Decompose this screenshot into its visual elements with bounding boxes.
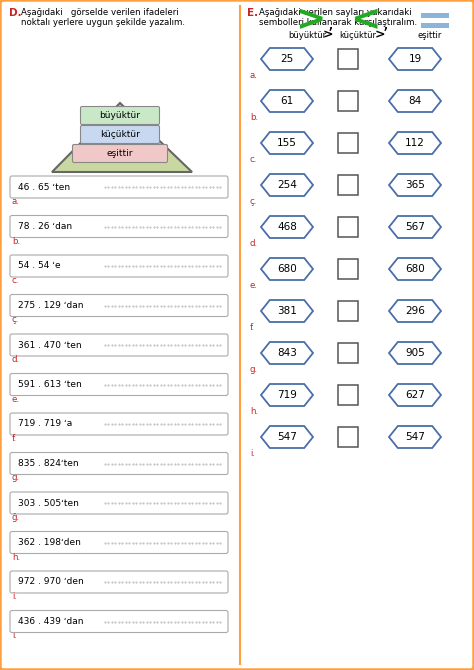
Polygon shape [389, 384, 441, 406]
Polygon shape [389, 132, 441, 154]
FancyBboxPatch shape [421, 13, 449, 17]
Text: i.: i. [12, 592, 17, 601]
Polygon shape [261, 90, 313, 112]
FancyBboxPatch shape [10, 413, 228, 435]
Text: 468: 468 [277, 222, 297, 232]
Text: f.: f. [250, 323, 255, 332]
Text: d.: d. [250, 239, 258, 248]
FancyBboxPatch shape [81, 125, 159, 143]
Text: 972 . 970 ʻden: 972 . 970 ʻden [18, 578, 84, 586]
Text: 296: 296 [405, 306, 425, 316]
Polygon shape [389, 426, 441, 448]
FancyBboxPatch shape [338, 427, 358, 447]
FancyBboxPatch shape [10, 610, 228, 632]
Polygon shape [52, 103, 192, 172]
Text: a.: a. [12, 197, 20, 206]
Text: 835 . 824ʻten: 835 . 824ʻten [18, 459, 79, 468]
Text: 381: 381 [277, 306, 297, 316]
Text: 54 . 54 ʻe: 54 . 54 ʻe [18, 261, 61, 271]
Text: g.: g. [12, 474, 20, 482]
Polygon shape [389, 174, 441, 196]
Text: 627: 627 [405, 390, 425, 400]
FancyBboxPatch shape [10, 334, 228, 356]
Text: ,: , [327, 15, 333, 33]
FancyBboxPatch shape [338, 91, 358, 111]
FancyBboxPatch shape [10, 531, 228, 553]
Text: 365: 365 [405, 180, 425, 190]
Text: 155: 155 [277, 138, 297, 148]
FancyBboxPatch shape [81, 107, 159, 125]
Text: g.: g. [250, 365, 258, 374]
Polygon shape [261, 300, 313, 322]
Text: i.: i. [250, 449, 255, 458]
FancyBboxPatch shape [338, 259, 358, 279]
Text: 591 . 613 ʻten: 591 . 613 ʻten [18, 380, 82, 389]
Text: 254: 254 [277, 180, 297, 190]
Text: 436 . 439 ʻdan: 436 . 439 ʻdan [18, 617, 83, 626]
Polygon shape [261, 174, 313, 196]
FancyBboxPatch shape [338, 49, 358, 69]
Text: 19: 19 [409, 54, 422, 64]
Text: h.: h. [12, 553, 20, 561]
FancyBboxPatch shape [338, 343, 358, 363]
Text: e.: e. [250, 281, 258, 290]
FancyBboxPatch shape [73, 145, 167, 163]
Text: büyüktür: büyüktür [100, 111, 140, 120]
Text: 567: 567 [405, 222, 425, 232]
FancyBboxPatch shape [10, 571, 228, 593]
Text: 719: 719 [277, 390, 297, 400]
FancyBboxPatch shape [338, 385, 358, 405]
Text: 61: 61 [281, 96, 293, 106]
Text: a.: a. [250, 71, 258, 80]
Text: ç.: ç. [12, 316, 19, 324]
Polygon shape [389, 48, 441, 70]
Text: >: > [295, 3, 325, 37]
Text: ç.: ç. [250, 197, 257, 206]
Text: Aşağıdaki verilen sayları yukarıdaki
sembolleri kullanarak karşılaştıralım.: Aşağıdaki verilen sayları yukarıdaki sem… [259, 8, 417, 27]
Text: h.: h. [250, 407, 258, 416]
Text: 78 . 26 ʻdan: 78 . 26 ʻdan [18, 222, 72, 231]
Text: 547: 547 [405, 432, 425, 442]
Text: 303 . 505ʻten: 303 . 505ʻten [18, 498, 79, 507]
Text: c.: c. [250, 155, 257, 164]
Text: 680: 680 [277, 264, 297, 274]
Polygon shape [261, 384, 313, 406]
Text: 84: 84 [409, 96, 422, 106]
FancyBboxPatch shape [10, 373, 228, 395]
Text: c.: c. [12, 276, 19, 285]
Text: 112: 112 [405, 138, 425, 148]
Text: ı.: ı. [12, 632, 17, 641]
Text: büyüktür: büyüktür [288, 31, 326, 40]
Polygon shape [261, 216, 313, 238]
Text: eşittir: eşittir [107, 149, 133, 158]
FancyBboxPatch shape [421, 23, 449, 27]
Text: eşittir: eşittir [418, 31, 442, 40]
Text: d.: d. [12, 355, 20, 364]
FancyBboxPatch shape [10, 492, 228, 514]
Text: küçüktür: küçüktür [100, 130, 140, 139]
Text: >: > [375, 29, 385, 42]
Polygon shape [389, 300, 441, 322]
Polygon shape [389, 258, 441, 280]
Text: 275 . 129 ʻdan: 275 . 129 ʻdan [18, 301, 83, 310]
FancyBboxPatch shape [10, 216, 228, 237]
Text: f.: f. [12, 434, 17, 443]
Text: 547: 547 [277, 432, 297, 442]
Text: 719 . 719 ʻa: 719 . 719 ʻa [18, 419, 72, 429]
FancyBboxPatch shape [10, 452, 228, 474]
FancyBboxPatch shape [10, 295, 228, 316]
Polygon shape [261, 426, 313, 448]
FancyBboxPatch shape [338, 133, 358, 153]
Text: 362 . 198ʻden: 362 . 198ʻden [18, 538, 81, 547]
Text: 905: 905 [405, 348, 425, 358]
Polygon shape [261, 48, 313, 70]
Text: 361 . 470 ʻten: 361 . 470 ʻten [18, 340, 82, 350]
Text: <: < [350, 3, 380, 37]
Text: D.: D. [9, 8, 22, 18]
Text: ğ.: ğ. [12, 513, 20, 522]
Polygon shape [261, 132, 313, 154]
FancyBboxPatch shape [10, 176, 228, 198]
FancyBboxPatch shape [338, 217, 358, 237]
Polygon shape [389, 216, 441, 238]
